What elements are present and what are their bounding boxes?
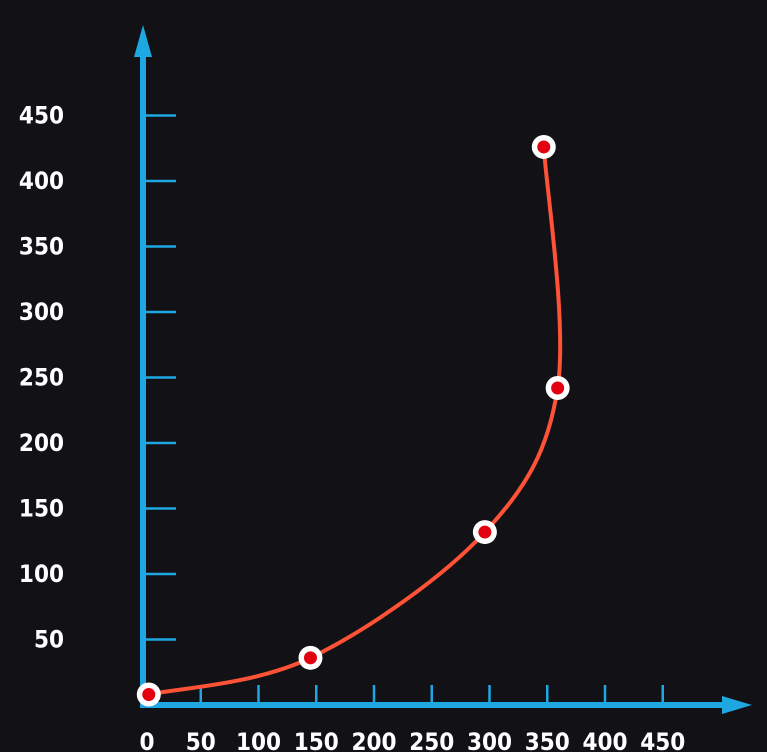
- x-tick-label: 50: [186, 728, 216, 752]
- y-tick-label: 350: [19, 233, 64, 261]
- data-point-dot: [537, 140, 551, 154]
- series-curve: [146, 144, 563, 697]
- y-axis-arrow: [134, 25, 152, 57]
- data-point: [531, 134, 556, 159]
- x-tick-label: 100: [236, 728, 281, 752]
- y-tick-label: 400: [19, 167, 64, 195]
- x-tick-label: 150: [294, 728, 339, 752]
- points-layer: [136, 134, 570, 707]
- y-axis-ticks: 50 100 150 200 250 300 350 400 450: [19, 102, 176, 654]
- y-tick-label: 200: [19, 429, 64, 457]
- data-point-dot: [478, 525, 492, 539]
- y-tick-label: 50: [34, 626, 64, 654]
- x-tick-label: 350: [525, 728, 570, 752]
- y-tick-label: 450: [19, 102, 64, 130]
- x-tick-label: 450: [640, 728, 685, 752]
- x-axis-ticks: 0 50 100 150 200 250 300 350 400 450: [139, 685, 685, 752]
- data-point-dot: [142, 688, 156, 702]
- data-point-dot: [551, 381, 565, 395]
- axes: [134, 25, 752, 714]
- x-tick-label: 400: [582, 728, 627, 752]
- data-point: [136, 682, 161, 707]
- data-point: [298, 645, 323, 670]
- x-tick-label: 250: [409, 728, 454, 752]
- x-tick-label: 300: [467, 728, 512, 752]
- y-tick-label: 300: [19, 298, 64, 326]
- x-tick-label: 200: [351, 728, 396, 752]
- curve-layer: [146, 144, 563, 697]
- data-point: [472, 520, 497, 545]
- y-tick-label: 100: [19, 560, 64, 588]
- x-axis-arrow: [722, 696, 752, 714]
- data-point: [545, 375, 570, 400]
- y-tick-label: 250: [19, 364, 64, 392]
- x-tick-label: 0: [139, 728, 154, 752]
- y-tick-label: 150: [19, 495, 64, 523]
- data-point-dot: [303, 651, 317, 665]
